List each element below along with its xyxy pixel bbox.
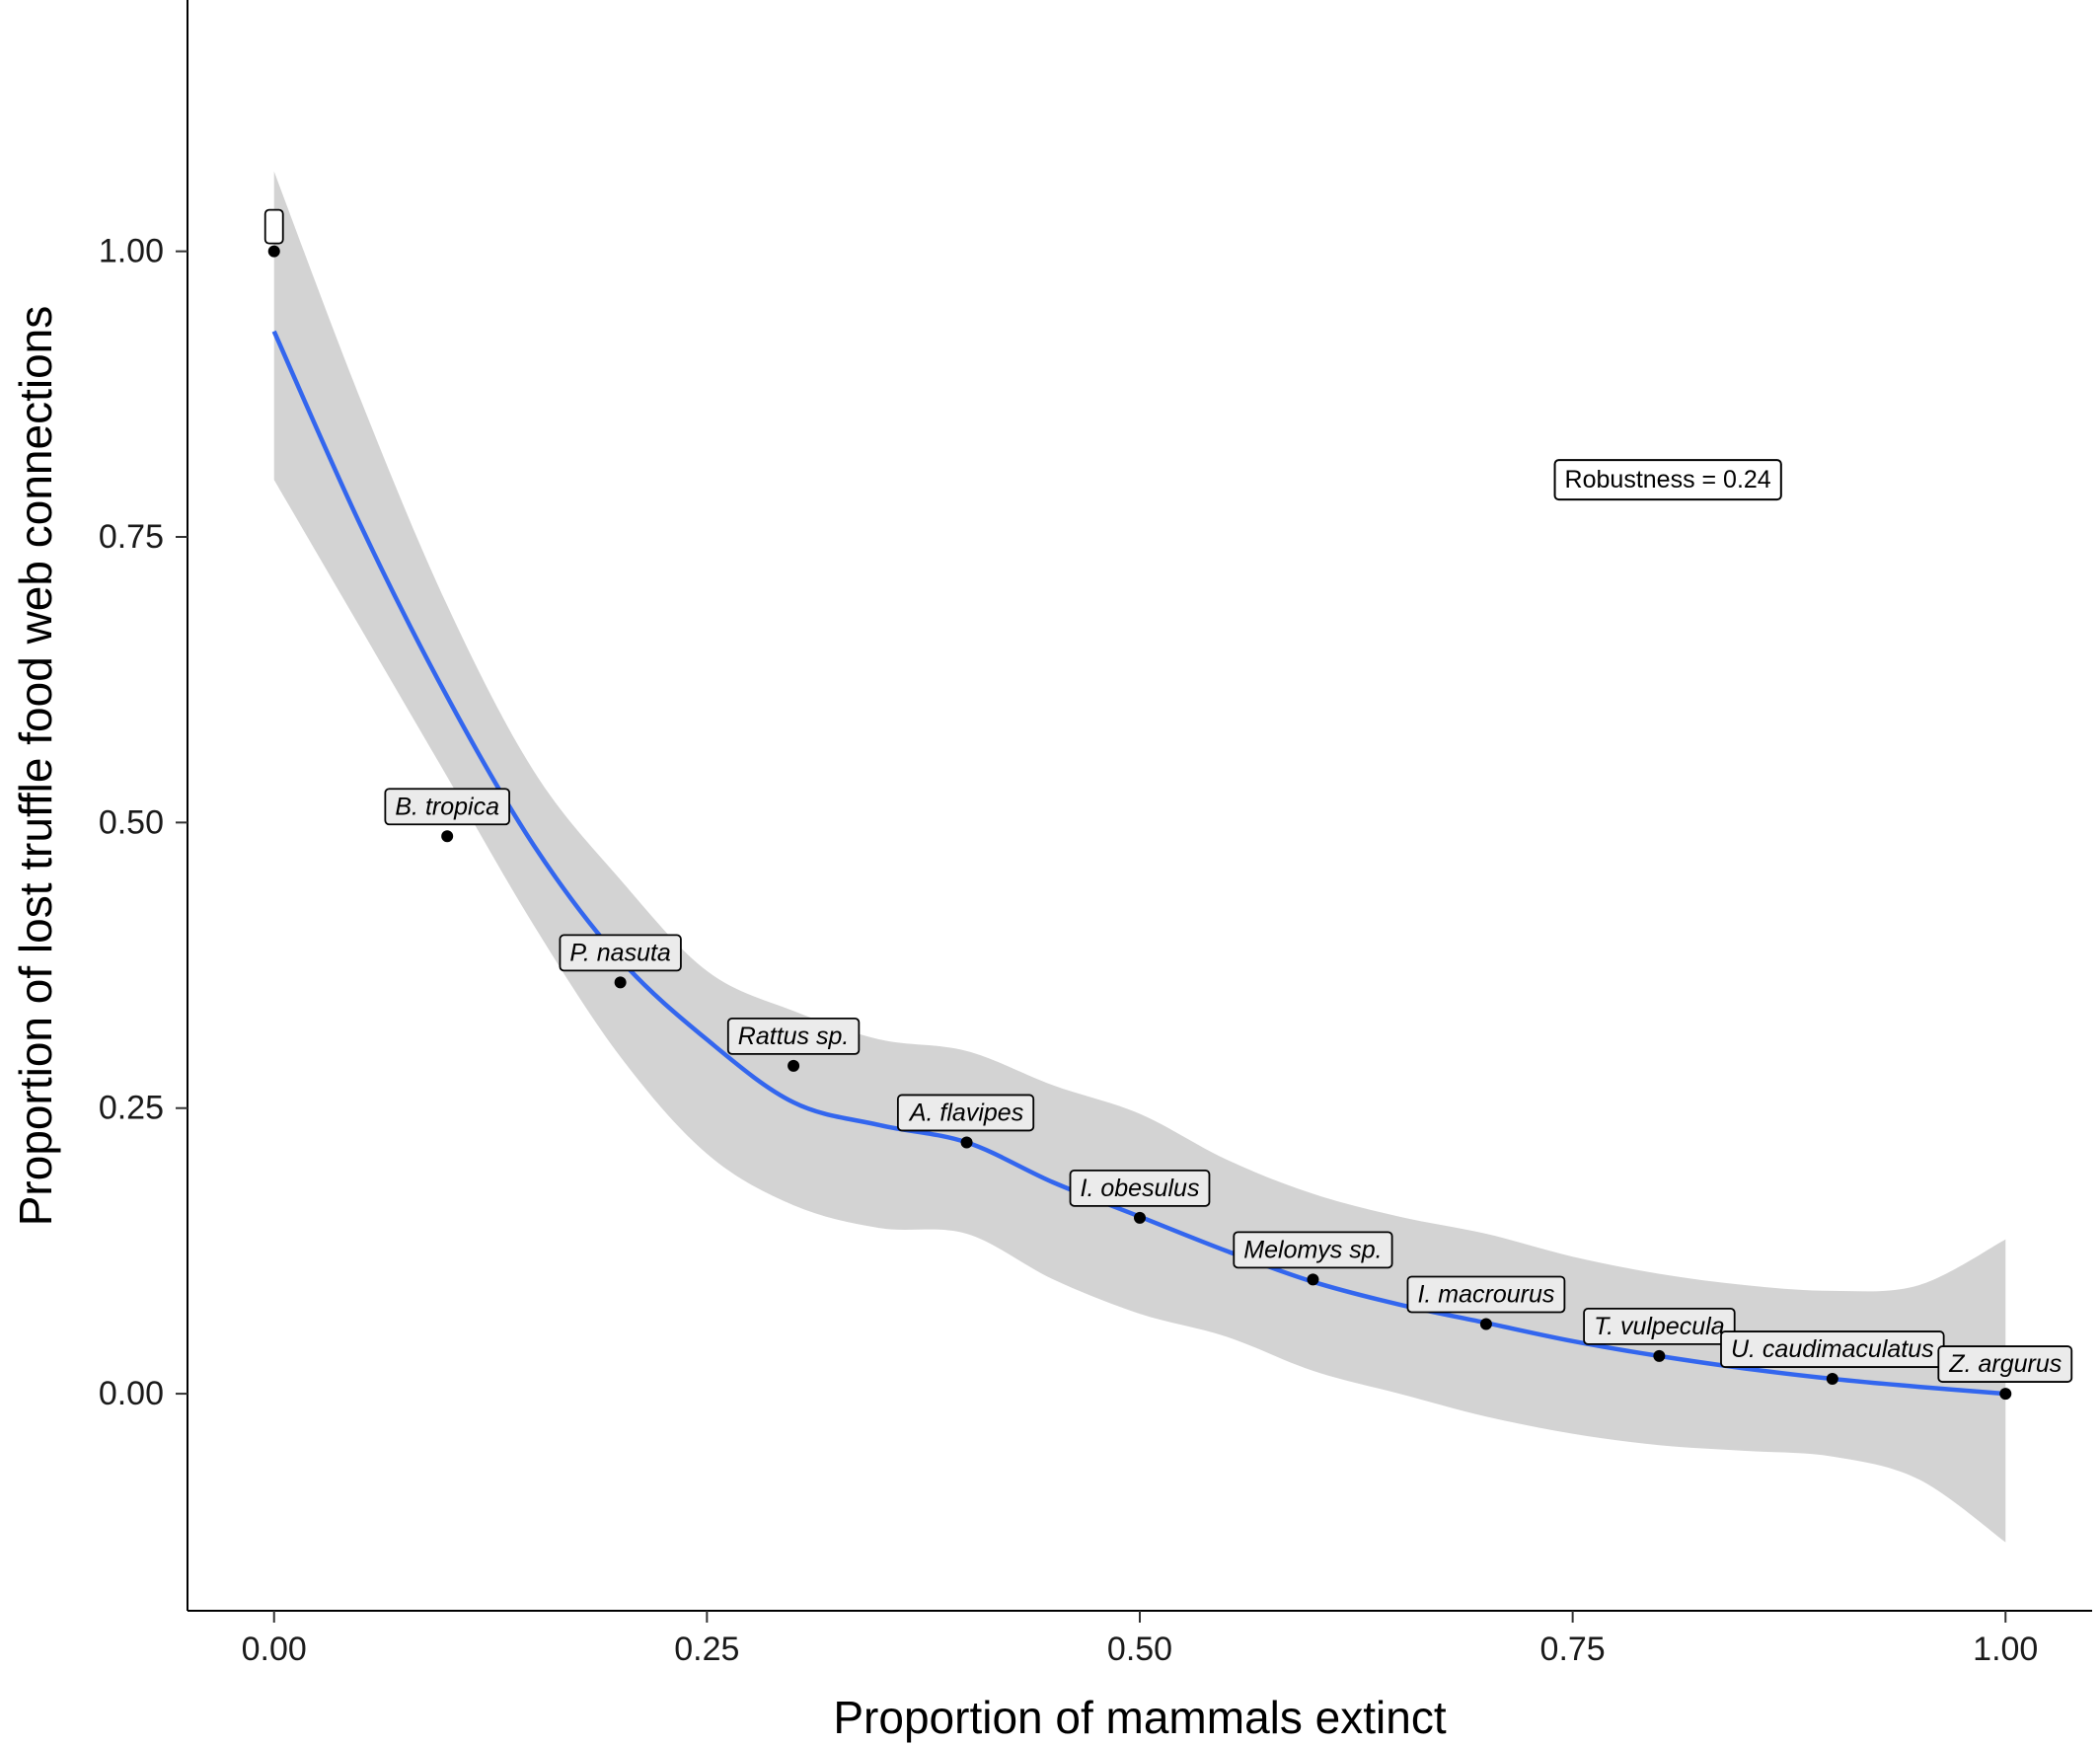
x-tick-label: 1.00: [1973, 1631, 2038, 1668]
confidence-band: [273, 171, 2006, 1543]
point-label-text: U. caudimaculatus: [1731, 1335, 1934, 1363]
point-label: U. caudimaculatus: [1720, 1330, 1945, 1368]
annotation-layer: Robustness = 0.24: [1553, 459, 1782, 501]
x-tick-label: 0.75: [1540, 1631, 1606, 1668]
robustness-annotation-box: [1553, 459, 1782, 501]
point-label-text: B. tropica: [395, 793, 499, 820]
point-label-box: [1069, 1169, 1211, 1207]
data-point: [1307, 1273, 1319, 1286]
point-labels-layer: B. tropica P. nasuta Rattus sp. A. flavipes…: [263, 208, 2073, 1383]
point-label-text: I. macrourus: [1417, 1280, 1554, 1308]
x-tick-label: 0.25: [674, 1631, 739, 1668]
point-label: [263, 208, 284, 245]
point-label: T. vulpecula: [1583, 1307, 1736, 1345]
confidence-band-layer: [273, 171, 2006, 1543]
y-tick-label: 0.25: [99, 1090, 164, 1127]
data-point: [788, 1059, 800, 1072]
point-label-text: A. flavipes: [908, 1099, 1023, 1126]
point-label: A. flavipes: [896, 1094, 1035, 1132]
point-label-text: Melomys sp.: [1243, 1236, 1382, 1263]
point-label-box: [896, 1094, 1035, 1132]
point-label: P. nasuta: [559, 934, 682, 972]
data-point: [267, 245, 280, 258]
point-label: Melomys sp.: [1233, 1231, 1393, 1269]
point-label: Rattus sp.: [726, 1017, 861, 1055]
point-label-box: [1233, 1231, 1393, 1269]
point-label-text: P. nasuta: [569, 939, 671, 966]
data-point: [1134, 1211, 1146, 1224]
data-point: [1479, 1318, 1492, 1330]
point-label-box: [559, 934, 682, 972]
x-tick-label: 0.00: [242, 1631, 307, 1668]
y-tick-label: 1.00: [99, 233, 164, 270]
point-label-box: [263, 208, 284, 245]
robustness-annotation: Robustness = 0.24: [1565, 466, 1771, 493]
data-point: [1826, 1373, 1838, 1386]
data-point: [1653, 1349, 1666, 1362]
y-axis-title: Proportion of lost truffle food web conn…: [10, 306, 61, 1227]
x-tick-label: 0.50: [1107, 1631, 1172, 1668]
points-layer: [267, 245, 2012, 1401]
point-label-text: T. vulpecula: [1594, 1313, 1725, 1340]
data-point: [614, 976, 627, 989]
y-tick-label: 0.00: [99, 1375, 164, 1412]
point-label: Z. argurus: [1937, 1345, 2073, 1383]
point-label-box: [1406, 1275, 1566, 1314]
point-label-text: Rattus sp.: [738, 1023, 850, 1050]
point-label-box: [1583, 1307, 1736, 1345]
point-label: I. macrourus: [1406, 1275, 1566, 1314]
x-axis-title: Proportion of mammals extinct: [833, 1692, 1446, 1743]
point-label-text: Z. argurus: [1948, 1350, 2062, 1378]
point-label-box: [1937, 1345, 2073, 1383]
data-point: [441, 830, 454, 843]
data-point: [960, 1136, 973, 1149]
point-label-text: I. obesulus: [1081, 1175, 1200, 1202]
y-tick-label: 0.75: [99, 518, 164, 556]
data-point: [1999, 1388, 2012, 1401]
ticks-layer: 0.00 0.25 0.50 0.75 1.00 0.00 0.25 0.50 0.75 1.00: [99, 233, 2039, 1668]
point-label-box: [384, 788, 510, 826]
point-label: B. tropica: [384, 788, 510, 826]
point-label: I. obesulus: [1069, 1169, 1211, 1207]
y-tick-label: 0.50: [99, 803, 164, 841]
point-label-box: [726, 1017, 861, 1055]
